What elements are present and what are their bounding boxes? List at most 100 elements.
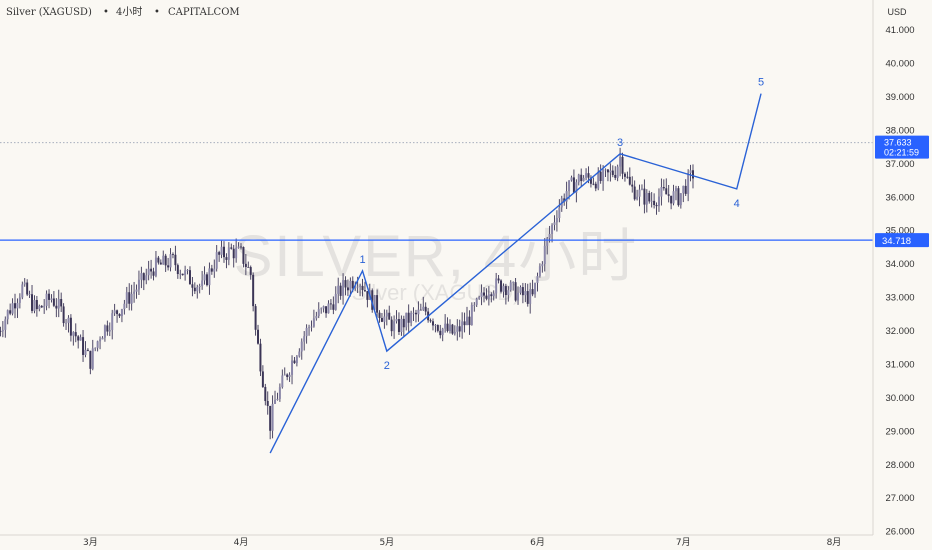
- candle-body: [677, 188, 680, 206]
- candle-body: [344, 280, 347, 288]
- candle-body: [208, 268, 211, 286]
- candle-body: [650, 200, 653, 202]
- wave-label: 1: [359, 254, 365, 266]
- time-axis[interactable]: 3月 4月 5月 6月 7月 8月: [83, 537, 841, 548]
- candle-body: [480, 292, 483, 298]
- candle-body: [538, 266, 541, 277]
- candle-body: [419, 309, 422, 311]
- price-axis[interactable]: 26.000 27.000 28.000 29.000 30.000 31.000 32.0…: [885, 25, 914, 538]
- candle-body: [220, 246, 223, 255]
- candle-body: [558, 207, 561, 219]
- candle-body: [653, 200, 656, 206]
- candle-body: [145, 275, 148, 281]
- candle-body: [11, 303, 14, 314]
- candle-body: [252, 274, 255, 307]
- symbol-name[interactable]: Silver (XAGUSD): [6, 7, 92, 18]
- candle-body: [519, 287, 522, 293]
- candle-body: [152, 271, 155, 276]
- candle-body: [312, 318, 315, 327]
- candle-body: [633, 186, 636, 200]
- candle-body: [108, 330, 111, 332]
- price-tick-label: 32.000: [885, 326, 914, 337]
- candle-body: [640, 188, 643, 190]
- candle-body: [514, 282, 517, 301]
- candle-body: [184, 270, 187, 276]
- last-price-value: 37.633: [884, 138, 912, 148]
- price-tick-label: 41.000: [885, 25, 914, 36]
- candle-body: [169, 254, 172, 268]
- candle-body: [215, 252, 218, 269]
- candle-body: [84, 349, 87, 355]
- wave-polyline[interactable]: [269, 93, 762, 454]
- candle-body: [524, 291, 527, 296]
- price-tick-label: 37.000: [885, 159, 914, 170]
- candle-body: [254, 306, 257, 330]
- candle-body: [128, 292, 131, 304]
- candle-body: [589, 177, 592, 184]
- candle-body: [461, 321, 464, 332]
- candle-body: [670, 195, 673, 204]
- candle-body: [444, 323, 447, 329]
- candle-body: [470, 304, 473, 326]
- candle-body: [45, 293, 48, 306]
- candle-body: [225, 257, 228, 260]
- interval-label[interactable]: 4小时: [116, 6, 142, 18]
- candle-body: [645, 193, 648, 205]
- candle-body: [26, 282, 29, 295]
- candle-body: [424, 306, 427, 312]
- candle-body: [657, 196, 660, 207]
- candle-body: [140, 273, 143, 280]
- candle-body: [495, 278, 498, 294]
- candle-body: [446, 323, 449, 332]
- candle-body: [619, 156, 622, 167]
- candle-body: [604, 169, 607, 171]
- candle-body: [366, 291, 369, 300]
- candle-body: [339, 285, 342, 296]
- candle-body: [96, 341, 99, 348]
- chart-header: Silver (XAGUSD) • 4小时 • CAPITALCOM: [6, 6, 240, 18]
- candle-body: [546, 238, 549, 246]
- candle-body: [164, 255, 167, 266]
- candle-body: [193, 287, 196, 292]
- candle-body: [490, 294, 493, 297]
- candle-body: [201, 280, 204, 287]
- candle-body: [271, 403, 274, 431]
- candle-body: [101, 337, 104, 340]
- candle-body: [485, 295, 488, 299]
- candle-body: [40, 305, 43, 308]
- candle-body: [378, 312, 381, 318]
- candle-body: [395, 319, 398, 322]
- candle-body: [417, 309, 420, 315]
- candle-body: [276, 398, 279, 400]
- candle-body: [376, 295, 379, 313]
- candle-body: [475, 298, 478, 305]
- candle-body: [526, 291, 529, 304]
- candle-body: [636, 196, 639, 200]
- candle-body: [592, 183, 595, 185]
- candle-body: [543, 245, 546, 265]
- currency-label[interactable]: USD: [887, 7, 907, 17]
- candle-body: [594, 183, 597, 189]
- time-tick-label: 5月: [379, 537, 394, 548]
- candle-body: [308, 327, 311, 329]
- candle-body: [383, 316, 386, 322]
- candle-body: [196, 287, 199, 292]
- candle-body: [356, 286, 359, 288]
- candle-body: [354, 286, 357, 289]
- candle-body: [551, 225, 554, 234]
- candle-body: [456, 326, 459, 332]
- time-tick-label: 4月: [234, 537, 249, 548]
- candle-body: [91, 348, 94, 369]
- candlestick-series: [0, 147, 694, 440]
- candle-body: [390, 319, 393, 332]
- candle-body: [0, 331, 2, 333]
- candle-body: [483, 292, 486, 296]
- candle-body: [623, 173, 626, 177]
- candle-body: [249, 267, 252, 275]
- candle-body: [575, 182, 578, 193]
- candle-body: [150, 268, 153, 272]
- candle-body: [266, 401, 269, 406]
- candle-body: [385, 312, 388, 317]
- candle-body: [264, 386, 267, 402]
